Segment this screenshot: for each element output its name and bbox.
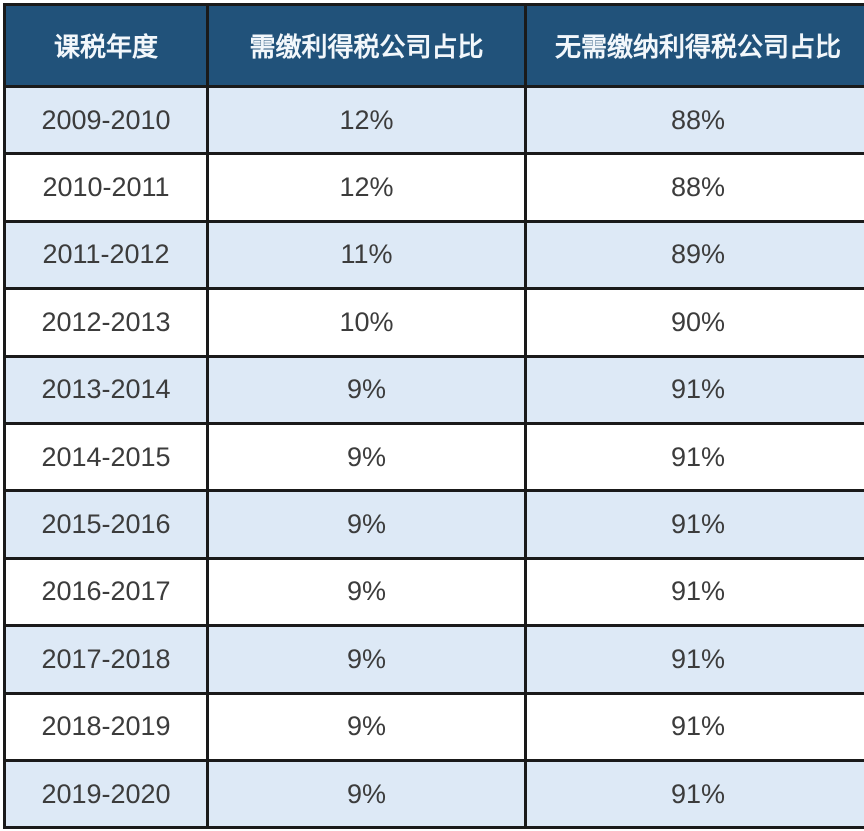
table-row: 2019-2020 9% 91% [3, 758, 864, 830]
table-row: 2017-2018 9% 91% [3, 624, 864, 695]
table-row: 2009-2010 12% 88% [3, 84, 864, 156]
table-row: 2014-2015 9% 91% [3, 421, 864, 493]
table-cell: 9% [206, 691, 527, 762]
table-cell: 2009-2010 [3, 84, 209, 156]
column-header-nontaxable-companies-ratio: 无需缴纳利得税公司占比 [524, 3, 864, 88]
table-cell: 12% [206, 152, 527, 223]
table-cell: 91% [524, 421, 864, 493]
column-header-taxable-companies-ratio: 需缴利得税公司占比 [206, 3, 527, 88]
table-row: 2012-2013 10% 90% [3, 287, 864, 358]
column-header-tax-year: 课税年度 [3, 3, 209, 88]
table-cell: 88% [524, 84, 864, 156]
table-cell: 91% [524, 758, 864, 830]
table-row: 2011-2012 11% 89% [3, 219, 864, 291]
table-cell: 2012-2013 [3, 287, 209, 358]
table-row: 2016-2017 9% 91% [3, 556, 864, 628]
table-cell: 2018-2019 [3, 691, 209, 762]
table-cell: 89% [524, 219, 864, 291]
table-cell: 12% [206, 84, 527, 156]
profits-tax-statistics-table: 课税年度 需缴利得税公司占比 无需缴纳利得税公司占比 2009-2010 12% 8… [3, 3, 864, 830]
table-cell: 10% [206, 287, 527, 358]
table-cell: 91% [524, 489, 864, 560]
table-cell: 9% [206, 758, 527, 830]
table-cell: 9% [206, 624, 527, 695]
table-cell: 88% [524, 152, 864, 223]
table-cell: 2017-2018 [3, 624, 209, 695]
table-cell: 91% [524, 556, 864, 628]
table-cell: 2019-2020 [3, 758, 209, 830]
table-row: 2018-2019 9% 91% [3, 691, 864, 762]
header-row: 课税年度 需缴利得税公司占比 无需缴纳利得税公司占比 [3, 3, 864, 88]
table-cell: 9% [206, 421, 527, 493]
table-cell: 2011-2012 [3, 219, 209, 291]
table-cell: 2010-2011 [3, 152, 209, 223]
table-cell: 2015-2016 [3, 489, 209, 560]
table-cell: 2013-2014 [3, 354, 209, 425]
table-cell: 2014-2015 [3, 421, 209, 493]
table-row: 2010-2011 12% 88% [3, 152, 864, 223]
table-cell: 9% [206, 354, 527, 425]
table-cell: 91% [524, 624, 864, 695]
table-cell: 90% [524, 287, 864, 358]
table-cell: 9% [206, 489, 527, 560]
table-cell: 9% [206, 556, 527, 628]
table-body: 2009-2010 12% 88% 2010-2011 12% 88% 2011-2012 1… [3, 84, 864, 830]
table-cell: 91% [524, 354, 864, 425]
table-cell: 91% [524, 691, 864, 762]
table-cell: 2016-2017 [3, 556, 209, 628]
table-cell: 11% [206, 219, 527, 291]
table-row: 2013-2014 9% 91% [3, 354, 864, 425]
table-row: 2015-2016 9% 91% [3, 489, 864, 560]
